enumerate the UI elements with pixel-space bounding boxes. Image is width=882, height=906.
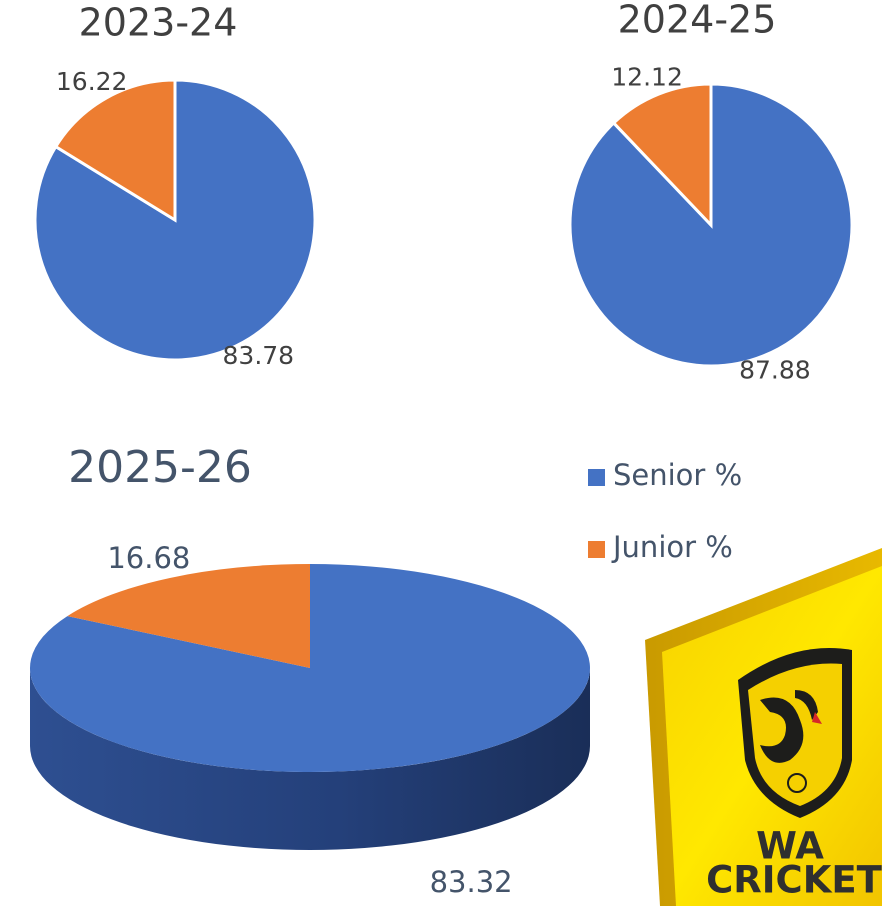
pie-chart: 2023-24 83.78 16.22 <box>33 1 317 370</box>
data-label: 83.32 <box>430 865 513 899</box>
pie-side <box>30 668 590 850</box>
pie-chart: 2024-25 87.88 12.12 <box>568 0 854 385</box>
pie-slice <box>53 78 177 223</box>
legend-label: Junior % <box>611 530 733 564</box>
data-label: 83.78 <box>223 341 295 370</box>
pie-slice <box>30 564 591 772</box>
pie-slice <box>611 82 713 229</box>
data-label: 16.22 <box>56 67 128 96</box>
data-label: 16.68 <box>107 541 190 575</box>
legend-swatch <box>588 469 605 486</box>
chart-title: 2023-24 <box>79 1 238 45</box>
logo-swan-neck <box>795 690 818 720</box>
data-label: 87.88 <box>739 356 811 385</box>
pie-chart: 2025-26 83.32 16.68 Senior % Junior % <box>30 442 742 899</box>
data-label: 12.12 <box>611 62 683 91</box>
chart-title: 2024-25 <box>618 0 777 42</box>
logo: WA CRICKET <box>645 548 882 906</box>
logo-text: CRICKET <box>706 859 882 902</box>
chart-title: 2025-26 <box>68 442 252 493</box>
pie-slice <box>67 564 310 668</box>
logo-swan-beak <box>812 712 822 724</box>
logo-badge <box>787 773 807 793</box>
legend-swatch <box>588 541 605 558</box>
logo-text: WA <box>756 825 824 868</box>
legend-label: Senior % <box>613 458 742 492</box>
logo-swan <box>760 697 804 763</box>
